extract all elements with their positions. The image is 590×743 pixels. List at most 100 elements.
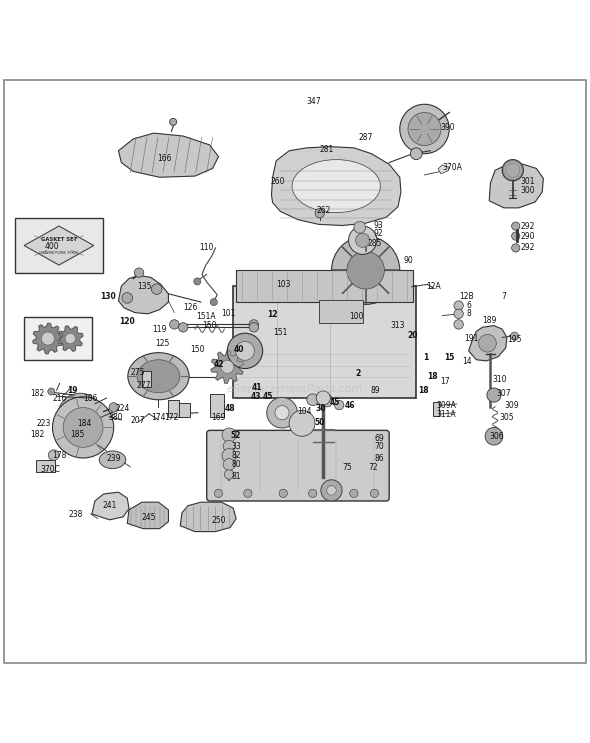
Text: eReplacementParts.com: eReplacementParts.com: [227, 384, 363, 394]
Circle shape: [222, 449, 236, 463]
Text: 309: 309: [504, 401, 519, 410]
Text: 2: 2: [355, 369, 360, 377]
Text: 45: 45: [263, 392, 273, 401]
Text: 12A: 12A: [426, 282, 441, 291]
Text: 151A: 151A: [196, 311, 215, 321]
Text: 277: 277: [136, 380, 151, 389]
Circle shape: [332, 236, 400, 305]
Text: 275: 275: [130, 369, 145, 377]
Text: 70: 70: [374, 442, 384, 451]
Text: 18: 18: [418, 386, 428, 395]
Text: 182: 182: [31, 430, 45, 439]
Text: 119: 119: [152, 325, 167, 334]
Text: 104: 104: [297, 407, 312, 416]
Text: (GARNITURE FIXE): (GARNITURE FIXE): [39, 250, 79, 255]
Circle shape: [454, 319, 463, 329]
Circle shape: [249, 319, 258, 329]
Text: 250: 250: [211, 516, 226, 525]
Circle shape: [152, 284, 162, 294]
Bar: [319, 299, 363, 323]
Circle shape: [478, 334, 496, 352]
Ellipse shape: [128, 353, 189, 400]
Text: 12: 12: [267, 310, 278, 319]
Circle shape: [170, 118, 176, 126]
Ellipse shape: [292, 160, 381, 212]
Circle shape: [454, 309, 463, 319]
Circle shape: [53, 397, 114, 458]
Text: 20: 20: [408, 331, 418, 340]
Circle shape: [354, 221, 366, 233]
Circle shape: [235, 342, 254, 360]
Bar: [169, 400, 179, 418]
Circle shape: [400, 104, 449, 154]
Text: 306: 306: [490, 432, 504, 441]
Text: 100: 100: [349, 311, 364, 321]
Circle shape: [485, 427, 503, 445]
Circle shape: [224, 470, 234, 479]
Text: 150: 150: [191, 345, 205, 354]
Polygon shape: [119, 133, 218, 178]
Text: 12B: 12B: [460, 292, 474, 301]
Text: 169: 169: [211, 413, 226, 422]
Polygon shape: [92, 492, 129, 520]
Circle shape: [411, 148, 422, 160]
Polygon shape: [33, 323, 63, 354]
Text: 172: 172: [164, 413, 179, 422]
Circle shape: [512, 232, 520, 240]
Text: 8: 8: [466, 309, 471, 318]
Circle shape: [249, 322, 258, 332]
Circle shape: [512, 244, 520, 252]
Ellipse shape: [315, 393, 332, 403]
Text: 82: 82: [231, 451, 241, 460]
Text: 101: 101: [221, 309, 235, 318]
Circle shape: [178, 322, 188, 332]
Polygon shape: [271, 146, 401, 226]
Circle shape: [65, 334, 76, 344]
Text: 81: 81: [231, 472, 241, 481]
Text: 305: 305: [500, 413, 514, 422]
Text: 103: 103: [277, 280, 291, 289]
Circle shape: [170, 319, 179, 329]
Text: 260: 260: [270, 177, 284, 186]
Text: 110: 110: [199, 244, 214, 253]
Text: 189: 189: [482, 316, 496, 325]
Polygon shape: [119, 276, 169, 314]
Text: 43: 43: [250, 392, 261, 401]
Text: 30: 30: [315, 404, 326, 413]
Circle shape: [48, 388, 55, 395]
Circle shape: [267, 398, 297, 428]
Text: 239: 239: [106, 454, 121, 463]
Text: 241: 241: [103, 502, 117, 510]
Text: 126: 126: [183, 303, 198, 312]
Circle shape: [512, 222, 520, 230]
Text: 33: 33: [231, 442, 241, 451]
Text: 93: 93: [373, 221, 384, 230]
Text: 310: 310: [492, 374, 506, 383]
Circle shape: [327, 486, 336, 495]
Circle shape: [487, 388, 501, 402]
Circle shape: [323, 398, 332, 407]
Text: 41: 41: [251, 383, 262, 392]
Text: 120: 120: [119, 317, 135, 326]
Circle shape: [408, 112, 441, 146]
Text: 287: 287: [359, 133, 373, 142]
Circle shape: [222, 428, 236, 442]
Text: 86: 86: [375, 454, 384, 463]
Text: 75: 75: [342, 463, 352, 472]
Circle shape: [510, 332, 519, 340]
Bar: [236, 270, 413, 302]
Circle shape: [321, 480, 342, 501]
Circle shape: [221, 360, 234, 373]
Text: 207: 207: [130, 416, 145, 425]
Circle shape: [454, 301, 463, 311]
Polygon shape: [211, 350, 244, 383]
Text: 182: 182: [31, 389, 45, 398]
Text: 19: 19: [67, 386, 78, 395]
Text: 89: 89: [371, 386, 381, 395]
Text: 184: 184: [78, 419, 92, 428]
FancyBboxPatch shape: [233, 286, 416, 398]
Text: 15: 15: [444, 353, 454, 362]
Polygon shape: [468, 325, 507, 361]
Polygon shape: [58, 326, 83, 351]
Polygon shape: [438, 165, 449, 174]
